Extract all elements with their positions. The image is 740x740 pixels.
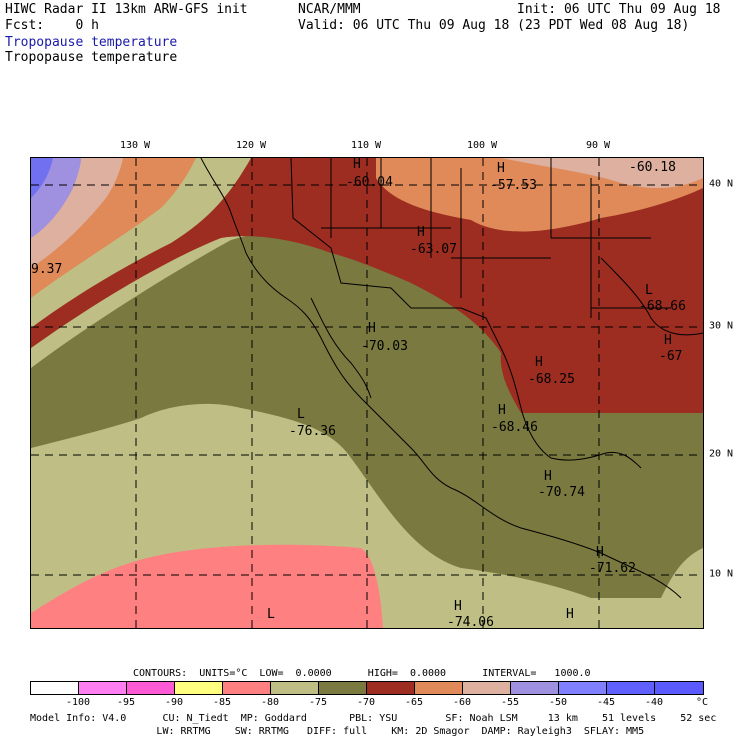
map-value: -63.07 [410, 242, 457, 257]
legend-swatch [462, 681, 511, 695]
lon-label: 90 W [585, 140, 611, 151]
map-value: -68.66 [639, 299, 686, 314]
legend-swatch [270, 681, 319, 695]
legend-label: -95 [116, 697, 136, 708]
institution-label: NCAR/MMM [298, 2, 361, 17]
contours-info: CONTOURS: UNITS=°C LOW= 0.0000 HIGH= 0.0… [133, 668, 591, 679]
lon-label: 110 W [350, 140, 382, 151]
legend-label: -40 [644, 697, 664, 708]
map-marker-high: H [535, 355, 543, 370]
lat-label: 30 N [709, 320, 734, 332]
legend-swatch [222, 681, 271, 695]
model-info-line2: LW: RRTMG SW: RRTMG DIFF: full KM: 2D Sm… [30, 726, 645, 737]
map-value: -71.62 [589, 561, 636, 576]
map-marker-high: H [454, 599, 462, 614]
map-value: -70.03 [361, 339, 408, 354]
legend-swatch [606, 681, 655, 695]
map-value: -57.53 [490, 178, 537, 193]
model-info-line1: Model Info: V4.0 CU: N_Tiedt MP: Goddard… [30, 713, 717, 724]
map-value: -76.36 [289, 424, 336, 439]
legend-label: -65 [404, 697, 424, 708]
legend-swatch [366, 681, 415, 695]
legend-swatch [318, 681, 367, 695]
field-name-contour: Tropopause temperature [5, 50, 178, 65]
lat-label: 40 N [709, 178, 734, 190]
map-marker-high: H [353, 157, 361, 172]
lon-label: 120 W [235, 140, 267, 151]
legend-swatch [414, 681, 463, 695]
legend-label: -55 [500, 697, 520, 708]
valid-time: Valid: 06 UTC Thu 09 Aug 18 (23 PDT Wed … [298, 18, 690, 33]
legend-swatch [558, 681, 607, 695]
legend-label: -70 [356, 697, 376, 708]
map-marker-low: L [267, 607, 275, 622]
lat-label: 20 N [709, 448, 734, 460]
legend-swatch [126, 681, 175, 695]
map-panel: H -60.04 H -57.53 -60.18 H -63.07 9.37 L… [30, 157, 704, 629]
map-value: 9.37 [31, 262, 63, 277]
legend-label: -90 [164, 697, 184, 708]
map-marker-high: H [566, 607, 574, 622]
map-value: -60.04 [346, 175, 393, 190]
map-marker-high: H [368, 321, 376, 336]
model-title: HIWC Radar II 13km ARW-GFS init [5, 2, 248, 17]
legend-unit: °C [696, 697, 709, 708]
map-marker-high: H [596, 545, 604, 560]
map-value: -74.06 [447, 615, 494, 629]
map-marker-low: L [645, 283, 653, 298]
map-value: -68.25 [528, 372, 575, 387]
legend-label: -75 [308, 697, 328, 708]
legend-swatch [78, 681, 127, 695]
legend-label: -45 [596, 697, 616, 708]
map-value: -67 [659, 349, 683, 364]
legend-label: -80 [260, 697, 280, 708]
map-shading [31, 158, 703, 628]
map-marker-high: H [417, 225, 425, 240]
map-value: -60.18 [629, 160, 676, 175]
map-marker-high: H [664, 333, 672, 348]
field-name-shaded: Tropopause temperature [5, 35, 178, 50]
legend-swatch [174, 681, 223, 695]
legend-swatch [510, 681, 559, 695]
forecast-hour: Fcst: 0 h [5, 18, 99, 33]
map-marker-low: L [297, 407, 305, 422]
legend-swatch [30, 681, 79, 695]
legend-label: -60 [452, 697, 472, 708]
map-marker-high: H [544, 469, 552, 484]
legend-swatch [654, 681, 704, 695]
map-marker-high: H [498, 403, 506, 418]
map-value: -70.74 [538, 485, 585, 500]
legend-label: -85 [212, 697, 232, 708]
legend-label: -100 [65, 697, 91, 708]
map-marker-high: H [497, 161, 505, 176]
lon-label: 130 W [119, 140, 151, 151]
lat-label: 10 N [709, 568, 734, 580]
lon-label: 100 W [466, 140, 498, 151]
map-value: -68.46 [491, 420, 538, 435]
init-time: Init: 06 UTC Thu 09 Aug 18 [517, 2, 721, 17]
legend-label: -50 [548, 697, 568, 708]
